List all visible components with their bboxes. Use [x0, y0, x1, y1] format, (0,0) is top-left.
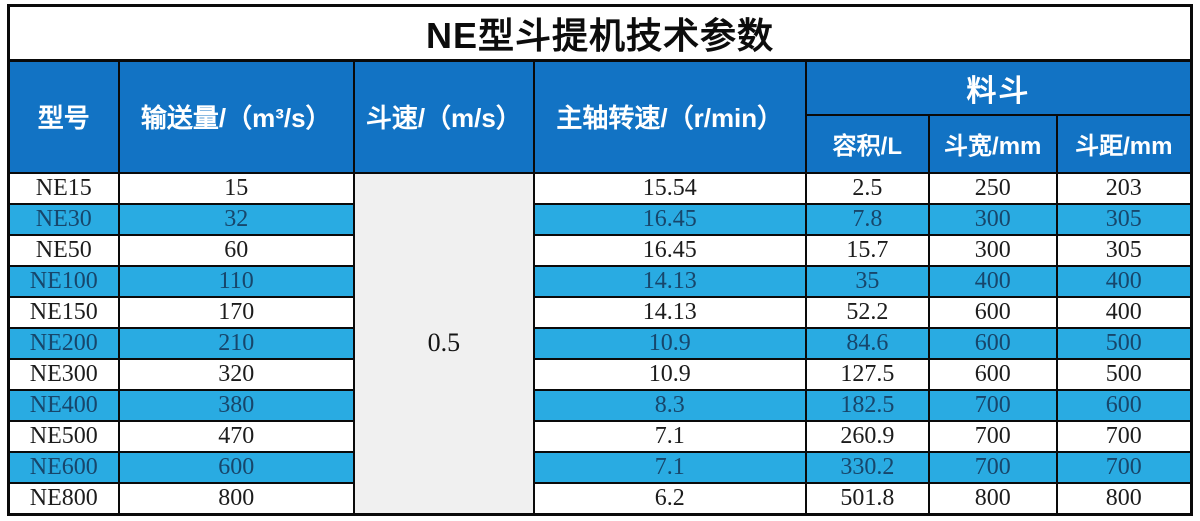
cell-width: 700 [927, 451, 1058, 485]
col-header-capacity: 输送量/（m³/s） [117, 59, 355, 174]
cell-pitch: 600 [1055, 389, 1193, 423]
cell-shaft-speed: 14.13 [532, 264, 807, 298]
cell-shaft-speed: 7.1 [532, 451, 807, 485]
cell-model: NE200 [7, 326, 120, 360]
table-row: NE100 110 14.13 35 400 400 [7, 264, 1193, 298]
cell-volume: 260.9 [804, 420, 930, 454]
cell-pitch: 500 [1055, 326, 1193, 360]
cell-pitch: 400 [1055, 295, 1193, 329]
cell-capacity: 320 [117, 357, 355, 392]
cell-shaft-speed: 8.3 [532, 389, 807, 423]
cell-model: NE150 [7, 295, 120, 329]
cell-shaft-speed: 16.45 [532, 202, 807, 236]
cell-capacity: 380 [117, 389, 355, 423]
table-title: NE型斗提机技术参数 [7, 4, 1193, 62]
table-row: NE300 320 10.9 127.5 600 500 [7, 357, 1193, 392]
cell-pitch: 203 [1055, 171, 1193, 205]
table-row: NE50 60 16.45 15.7 300 305 [7, 233, 1193, 267]
cell-pitch: 800 [1055, 482, 1193, 516]
cell-capacity: 470 [117, 420, 355, 454]
cell-volume: 330.2 [804, 451, 930, 485]
cell-width: 700 [927, 420, 1058, 454]
cell-capacity: 600 [117, 451, 355, 485]
cell-pitch: 305 [1055, 202, 1193, 236]
cell-volume: 182.5 [804, 389, 930, 423]
col-header-pitch: 斗距/mm [1055, 113, 1193, 174]
cell-volume: 7.8 [804, 202, 930, 236]
table-row: NE400 380 8.3 182.5 700 600 [7, 389, 1193, 423]
cell-pitch: 700 [1055, 420, 1193, 454]
cell-model: NE100 [7, 264, 120, 298]
cell-shaft-speed: 10.9 [532, 357, 807, 392]
cell-model: NE300 [7, 357, 120, 392]
cell-capacity: 170 [117, 295, 355, 329]
cell-model: NE400 [7, 389, 120, 423]
cell-bucket-speed: 0.5 [352, 171, 535, 516]
cell-volume: 127.5 [804, 357, 930, 392]
cell-volume: 52.2 [804, 295, 930, 329]
cell-width: 300 [927, 202, 1058, 236]
cell-capacity: 800 [117, 482, 355, 516]
cell-capacity: 60 [117, 233, 355, 267]
table-row: NE600 600 7.1 330.2 700 700 [7, 451, 1193, 485]
cell-shaft-speed: 10.9 [532, 326, 807, 360]
header-row-sub: 容积/L 斗宽/mm 斗距/mm [9, 113, 1193, 174]
cell-shaft-speed: 15.54 [532, 171, 807, 205]
col-header-width: 斗宽/mm [927, 113, 1058, 174]
table-row: NE15 15 0.5 15.54 2.5 250 203 [7, 171, 1193, 516]
header-row-main: 型号 输送量/（m³/s） 斗速/（m/s） 主轴转速/（r/min） 料斗 [7, 59, 1193, 174]
cell-pitch: 400 [1055, 264, 1193, 298]
cell-shaft-speed: 7.1 [532, 420, 807, 454]
table-row: NE150 170 14.13 52.2 600 400 [7, 295, 1193, 329]
table-body: NE15 15 0.5 15.54 2.5 250 203 NE30 32 16.45 7.8 300… [7, 171, 1193, 516]
cell-model: NE500 [7, 420, 120, 454]
table-row: NE800 800 6.2 501.8 800 800 [7, 482, 1193, 516]
cell-width: 250 [927, 171, 1058, 205]
cell-model: NE600 [7, 451, 120, 485]
title-row: NE型斗提机技术参数 [7, 4, 1193, 62]
cell-model: NE800 [7, 482, 120, 516]
cell-volume: 84.6 [804, 326, 930, 360]
table-row: NE500 470 7.1 260.9 700 700 [7, 420, 1193, 454]
table-row: NE200 210 10.9 84.6 600 500 [7, 326, 1193, 360]
cell-width: 300 [927, 233, 1058, 267]
cell-capacity: 32 [117, 202, 355, 236]
col-header-model: 型号 [7, 59, 120, 174]
cell-capacity: 110 [117, 264, 355, 298]
bucket-group-header: 料斗 [804, 59, 1193, 116]
cell-width: 600 [927, 357, 1058, 392]
cell-capacity: 15 [117, 171, 355, 205]
cell-width: 800 [927, 482, 1058, 516]
table-row: NE30 32 16.45 7.8 300 305 [7, 202, 1193, 236]
cell-model: NE15 [7, 171, 120, 205]
cell-width: 400 [927, 264, 1058, 298]
cell-pitch: 500 [1055, 357, 1193, 392]
cell-pitch: 700 [1055, 451, 1193, 485]
cell-volume: 15.7 [804, 233, 930, 267]
col-header-bucket-speed: 斗速/（m/s） [352, 59, 535, 174]
cell-shaft-speed: 6.2 [532, 482, 807, 516]
cell-model: NE30 [7, 202, 120, 236]
spec-table: NE型斗提机技术参数 型号 输送量/（m³/s） 斗速/（m/s） 主轴转速/（… [7, 4, 1193, 516]
col-header-volume: 容积/L [804, 113, 930, 174]
col-header-shaft-speed: 主轴转速/（r/min） [532, 59, 807, 174]
cell-model: NE50 [7, 233, 120, 267]
cell-shaft-speed: 16.45 [532, 233, 807, 267]
cell-shaft-speed: 14.13 [532, 295, 807, 329]
cell-pitch: 305 [1055, 233, 1193, 267]
cell-volume: 2.5 [804, 171, 930, 205]
cell-width: 700 [927, 389, 1058, 423]
cell-capacity: 210 [117, 326, 355, 360]
cell-volume: 501.8 [804, 482, 930, 516]
cell-width: 600 [927, 326, 1058, 360]
cell-volume: 35 [804, 264, 930, 298]
cell-width: 600 [927, 295, 1058, 329]
